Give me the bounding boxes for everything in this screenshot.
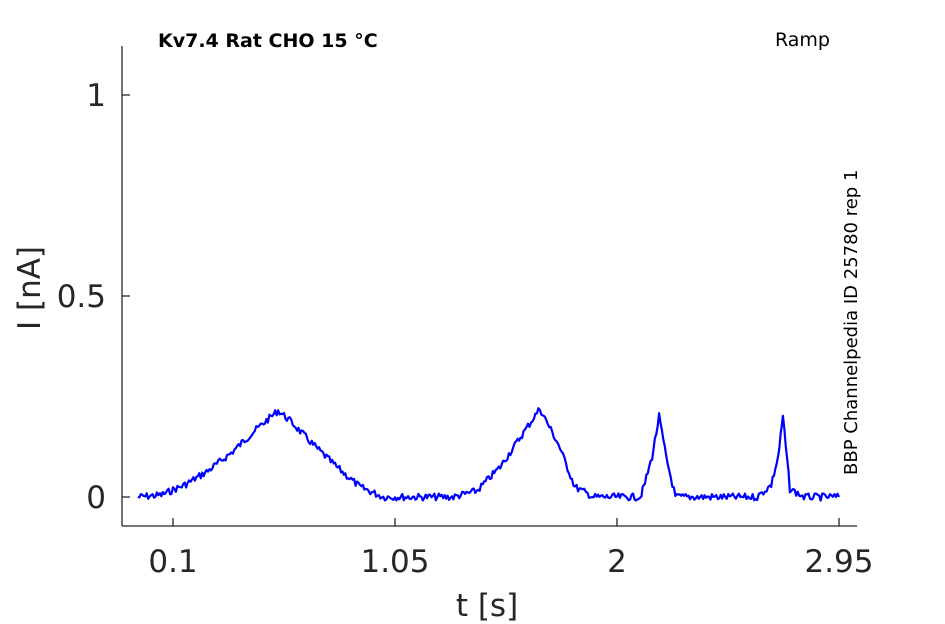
x-axis-label: t [s] — [456, 588, 518, 624]
y-axis-label: I [nA] — [12, 246, 48, 330]
y-tick-group: 00.51 — [57, 78, 130, 516]
x-tick-label: 0.1 — [148, 544, 197, 580]
x-tick-label: 2.95 — [804, 544, 873, 580]
current-trace-line — [137, 407, 841, 502]
x-tick-label: 2 — [607, 544, 627, 580]
series-group — [137, 407, 841, 502]
chart-title: Kv7.4 Rat CHO 15 °C — [158, 30, 378, 52]
channelpedia-id-label: BBP Channelpedia ID 25780 rep 1 — [841, 170, 862, 475]
x-tick-label: 1.05 — [360, 544, 429, 580]
y-axis: 00.51 — [57, 46, 130, 526]
y-tick-label: 1 — [86, 78, 106, 114]
x-axis: 0.1 1.05 2 2.95 — [122, 518, 874, 580]
protocol-label: Ramp — [775, 29, 830, 51]
y-tick-label: 0 — [86, 480, 106, 516]
y-tick-label: 0.5 — [57, 279, 106, 315]
x-tick-group: 0.1 1.05 2 2.95 — [148, 518, 874, 580]
